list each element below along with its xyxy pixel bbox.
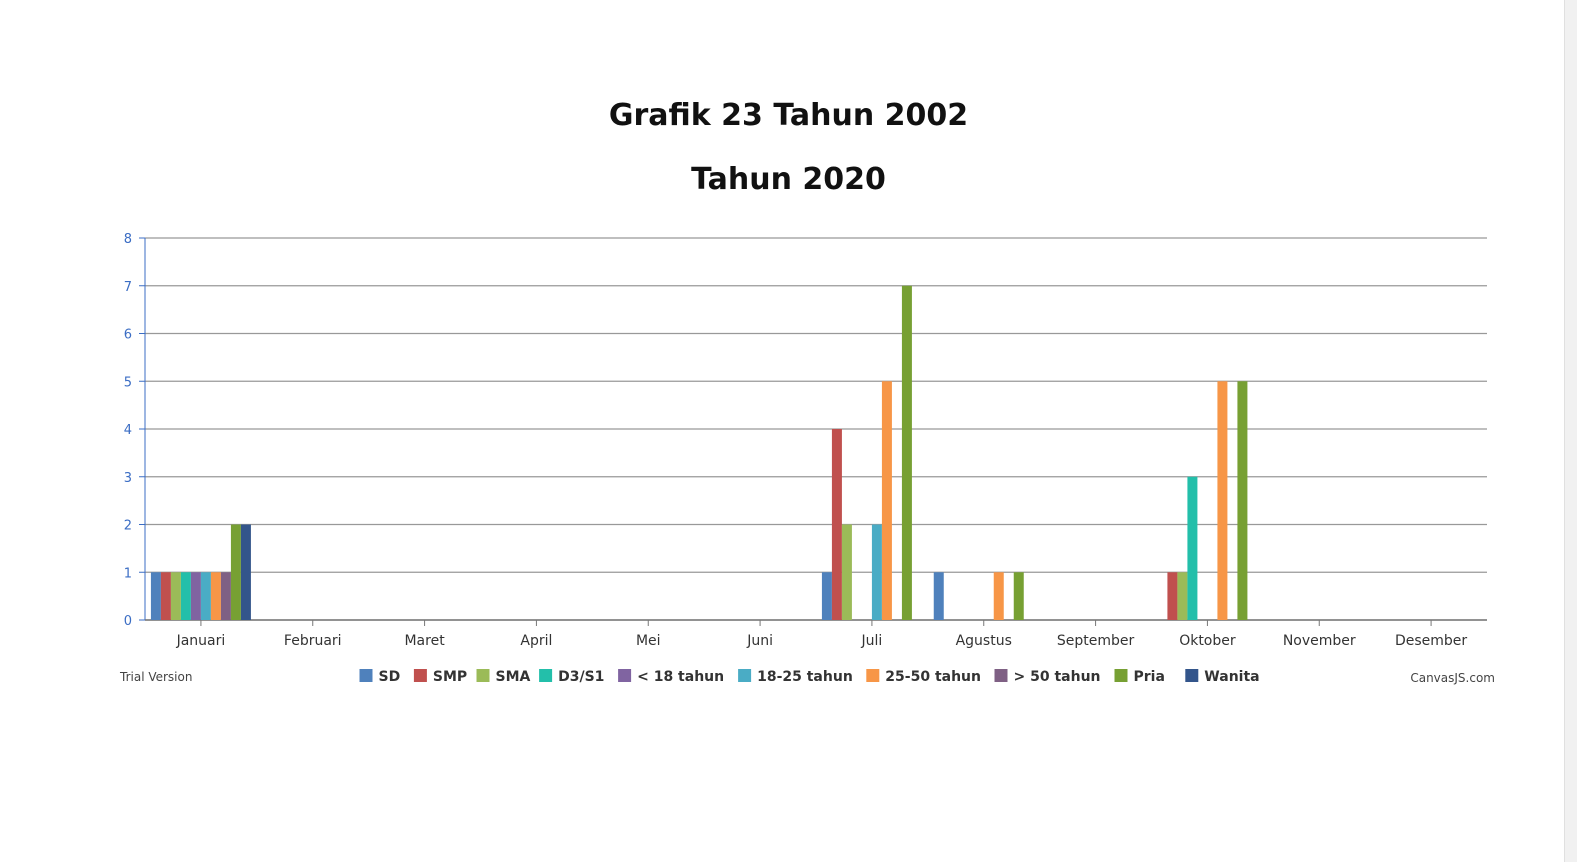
bar[interactable] — [170, 572, 181, 620]
bar[interactable] — [240, 524, 251, 621]
legend-item[interactable]: 18-25 tahun — [738, 669, 853, 685]
legend-item[interactable]: SMA — [476, 669, 531, 685]
x-tick-label: November — [1283, 633, 1356, 649]
legend-label: > 50 tahun — [1014, 669, 1101, 685]
x-tick-label: Maret — [404, 633, 445, 649]
canvasjs-credit-link[interactable]: CanvasJS.com — [1410, 671, 1495, 685]
grid-lines — [145, 237, 1487, 621]
bar[interactable] — [1167, 572, 1178, 620]
bar[interactable] — [831, 429, 842, 620]
y-tick-label: 3 — [124, 471, 132, 486]
bar[interactable] — [901, 285, 912, 620]
legend-label: SMP — [433, 669, 467, 685]
x-tick-label: September — [1057, 633, 1135, 649]
bar[interactable] — [180, 572, 191, 620]
legend-swatch — [1185, 669, 1199, 682]
x-axis: Januari Februari Maret April Mei Juni Juli Agus… — [145, 619, 1487, 649]
legend-label: < 18 tahun — [637, 669, 724, 685]
legend: SD SMP SMA D3/S1 < 18 tahun 18-25 tahun 25-50 … — [359, 669, 1260, 685]
legend-label: SMA — [496, 669, 531, 685]
legend-label: D3/S1 — [558, 669, 604, 685]
x-tick-label: Mei — [636, 633, 661, 649]
legend-swatch — [539, 669, 553, 682]
legend-item[interactable]: SD — [359, 669, 401, 685]
bar[interactable] — [1187, 476, 1198, 620]
trial-version-label: Trial Version — [119, 670, 192, 684]
y-tick-label: 7 — [124, 280, 132, 295]
legend-label: 18-25 tahun — [757, 669, 853, 685]
bar[interactable] — [881, 381, 892, 620]
bar[interactable] — [1013, 572, 1024, 620]
legend-item[interactable]: < 18 tahun — [618, 669, 724, 685]
y-tick-label: 5 — [124, 375, 132, 390]
bar[interactable] — [200, 572, 211, 620]
legend-swatch — [994, 669, 1008, 682]
legend-label: 25-50 tahun — [885, 669, 981, 685]
bars — [150, 285, 1248, 621]
legend-item[interactable]: 25-50 tahun — [866, 669, 981, 685]
bar[interactable] — [933, 572, 944, 620]
x-tick-label: Februari — [284, 633, 342, 649]
y-tick-label: 2 — [124, 519, 132, 534]
bar[interactable] — [220, 572, 231, 620]
x-tick-label: April — [520, 633, 552, 649]
bar[interactable] — [871, 524, 882, 621]
bar[interactable] — [230, 524, 241, 621]
bar[interactable] — [1217, 381, 1228, 620]
bar[interactable] — [1237, 381, 1248, 620]
x-tick-label: Juni — [746, 633, 773, 649]
chart-subtitle: Tahun 2020 — [691, 162, 886, 197]
x-tick-label: Agustus — [956, 633, 1012, 649]
y-tick-label: 1 — [124, 566, 132, 581]
legend-swatch — [359, 669, 373, 682]
bar[interactable] — [821, 572, 832, 620]
legend-item[interactable]: Pria — [1114, 669, 1165, 685]
legend-swatch — [1114, 669, 1128, 682]
x-tick-label: Juli — [861, 633, 883, 649]
legend-label: Wanita — [1204, 669, 1259, 685]
y-tick-label: 6 — [124, 328, 132, 343]
bar[interactable] — [190, 572, 201, 620]
legend-label: Pria — [1134, 669, 1165, 685]
y-tick-label: 0 — [124, 614, 132, 629]
bar[interactable] — [1177, 572, 1188, 620]
legend-swatch — [476, 669, 490, 682]
legend-item[interactable]: SMP — [413, 669, 467, 685]
legend-swatch — [866, 669, 880, 682]
x-tick-label: Januari — [176, 633, 226, 649]
chart-title: Grafik 23 Tahun 2002 — [608, 98, 969, 133]
bar[interactable] — [210, 572, 221, 620]
page-scrollbar[interactable] — [1564, 0, 1577, 862]
bar[interactable] — [160, 572, 171, 620]
legend-item[interactable]: Wanita — [1185, 669, 1260, 685]
x-tick-label: Oktober — [1179, 633, 1236, 649]
x-tick-label: Desember — [1395, 633, 1467, 649]
legend-swatch — [413, 669, 427, 682]
y-axis: 0 1 2 3 4 5 6 7 8 — [124, 232, 146, 629]
y-tick-label: 8 — [124, 232, 132, 247]
bar[interactable] — [993, 572, 1004, 620]
legend-item[interactable]: D3/S1 — [539, 669, 604, 685]
bar[interactable] — [841, 524, 852, 621]
y-tick-label: 4 — [124, 423, 132, 438]
legend-label: SD — [379, 669, 401, 685]
legend-swatch — [618, 669, 632, 682]
bar[interactable] — [150, 572, 161, 620]
legend-swatch — [738, 669, 752, 682]
legend-item[interactable]: > 50 tahun — [994, 669, 1101, 685]
